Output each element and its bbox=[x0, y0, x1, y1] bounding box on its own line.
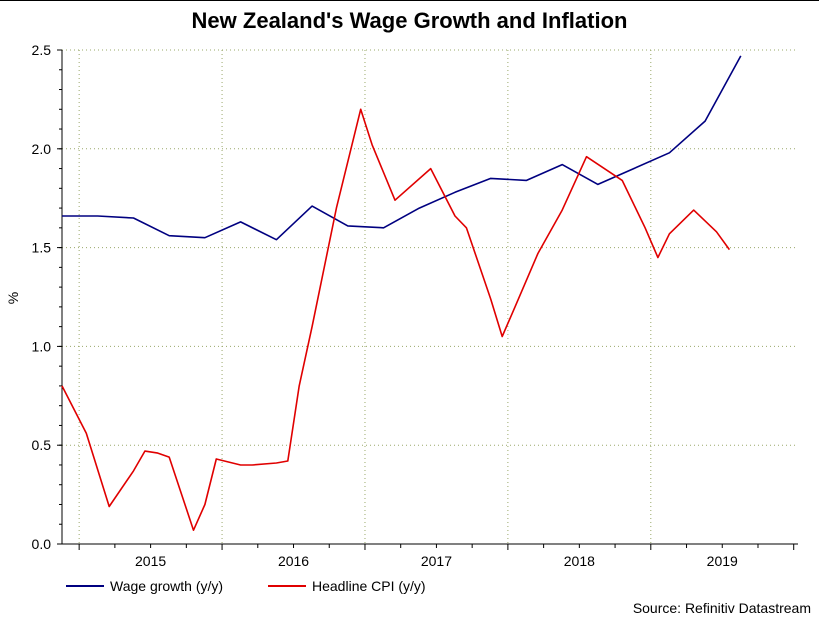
legend-item-cpi: Headline CPI (y/y) bbox=[268, 576, 426, 596]
series-line-headline-cpi bbox=[61, 108, 731, 532]
series-layer bbox=[61, 55, 742, 532]
x-tick-label: 2016 bbox=[278, 553, 309, 569]
axes: 0.0 0.5 1.0 1.5 2.0 2.5 2015 2016 2017 2018 2019 bbox=[32, 42, 798, 569]
y-tick-label: 0.0 bbox=[32, 536, 52, 552]
legend-swatch-wage bbox=[66, 585, 104, 587]
y-tick-label: 0.5 bbox=[32, 437, 52, 453]
y-tick-label: 2.0 bbox=[32, 141, 52, 157]
x-tick-label: 2019 bbox=[707, 553, 738, 569]
legend-item-wage: Wage growth (y/y) bbox=[66, 576, 223, 596]
series-line-wage-growth bbox=[62, 55, 742, 241]
chart-title: New Zealand's Wage Growth and Inflation bbox=[191, 8, 628, 33]
y-tick-label: 1.0 bbox=[32, 338, 52, 354]
legend-label-wage: Wage growth (y/y) bbox=[110, 578, 224, 594]
y-tick-label: 1.5 bbox=[32, 240, 52, 256]
y-tick-label: 2.5 bbox=[32, 42, 52, 58]
source-note: Source: Refinitiv Datastream bbox=[632, 600, 811, 616]
grid-lines bbox=[62, 49, 798, 544]
y-axis-label: % bbox=[5, 292, 21, 304]
x-tick-label: 2018 bbox=[564, 553, 595, 569]
top-border bbox=[0, 0, 819, 1]
x-tick-label: 2017 bbox=[421, 553, 452, 569]
legend-swatch-cpi bbox=[268, 585, 306, 587]
x-tick-label: 2015 bbox=[135, 553, 166, 569]
legend-label-cpi: Headline CPI (y/y) bbox=[312, 578, 426, 594]
